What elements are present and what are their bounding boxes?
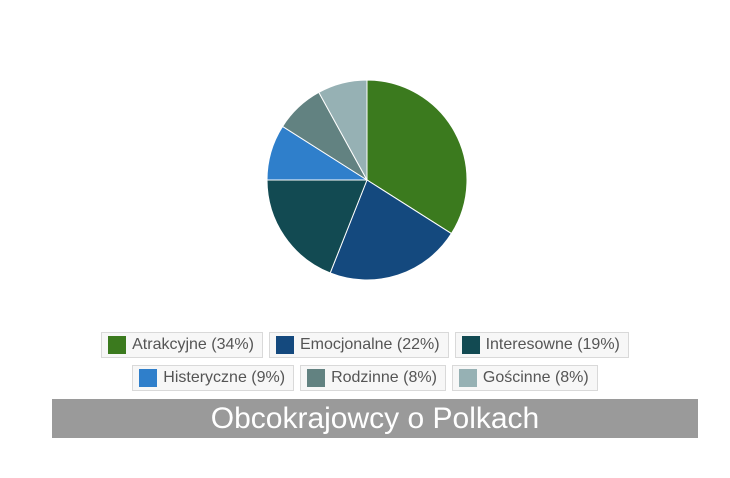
legend-label: Histeryczne (9%) <box>163 369 286 386</box>
title-bar: Obcokrajowcy o Polkach <box>52 399 698 438</box>
legend-swatch <box>139 369 158 387</box>
legend-item-rodzinne[interactable]: Rodzinne (8%) <box>300 365 446 391</box>
pie-slice-5[interactable] <box>318 79 368 181</box>
legend-swatch <box>108 336 127 354</box>
legend-label: Atrakcyjne (34%) <box>132 336 254 353</box>
legend-swatch <box>307 369 326 387</box>
legend-item-goscinne[interactable]: Gościnne (8%) <box>451 365 598 391</box>
legend-swatch <box>461 336 480 354</box>
legend-label: Rodzinne (8%) <box>331 369 437 386</box>
chart-title: Obcokrajowcy o Polkach <box>210 402 540 435</box>
legend-row: Atrakcyjne (34%) Emocjonalne (22%) Inter… <box>0 332 730 358</box>
legend-swatch <box>458 369 477 387</box>
legend-item-histeryczne[interactable]: Histeryczne (9%) <box>132 365 295 391</box>
pie-slice-0[interactable] <box>366 79 468 235</box>
legend-label: Gościnne (8%) <box>482 369 589 386</box>
legend-label: Emocjonalne (22%) <box>299 336 440 353</box>
legend-row: Histeryczne (9%) Rodzinne (8%) Gościnne … <box>0 365 730 391</box>
legend-item-interesowne[interactable]: Interesowne (19%) <box>454 332 629 358</box>
pie-slice-1[interactable] <box>329 179 453 281</box>
pie-slice-2[interactable] <box>266 179 368 274</box>
legend-item-emocjonalne[interactable]: Emocjonalne (22%) <box>268 332 449 358</box>
legend-label: Interesowne (19%) <box>485 336 620 353</box>
pie-chart <box>266 79 468 281</box>
legend-item-atrakcyjne[interactable]: Atrakcyjne (34%) <box>101 332 263 358</box>
legend-swatch <box>275 336 294 354</box>
